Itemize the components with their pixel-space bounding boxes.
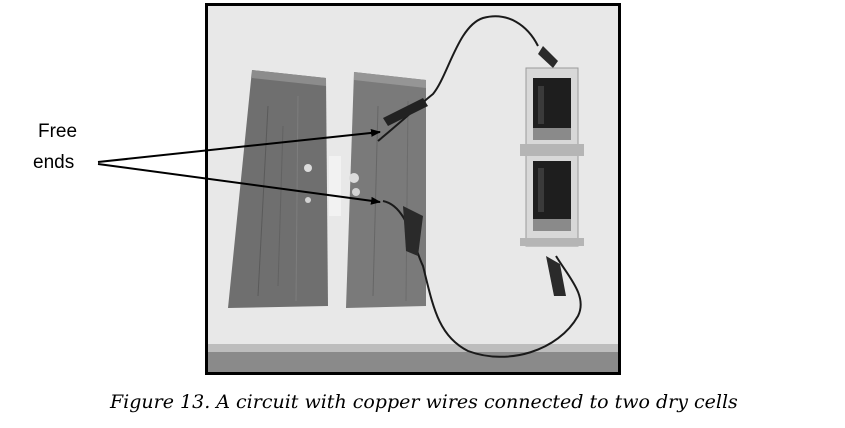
annotation-label-line2: ends (33, 152, 75, 173)
circuit-photo (208, 6, 618, 372)
figure-photo (205, 3, 621, 375)
gap-object (329, 156, 341, 216)
table-edge (208, 351, 618, 372)
clip-top (383, 98, 428, 126)
figure-caption: Figure 13. A circuit with copper wires c… (110, 391, 738, 413)
clip-bottom (403, 206, 423, 256)
annotation-label-line1: Free (38, 121, 78, 142)
